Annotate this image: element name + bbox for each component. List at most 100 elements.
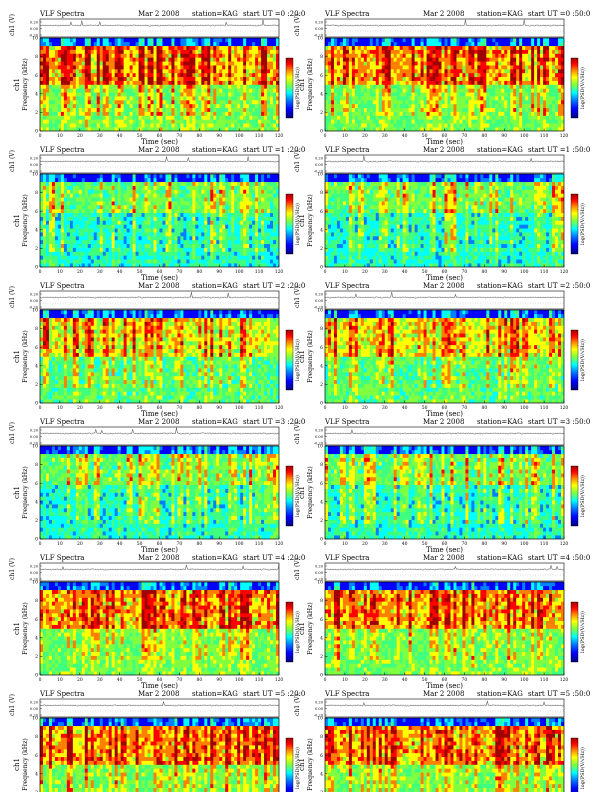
spectrogram-cell — [73, 46, 76, 50]
spectrogram-cell — [100, 119, 103, 123]
spectrogram-cell — [252, 108, 255, 112]
spectrogram-cell — [552, 65, 555, 69]
spectrogram-cell — [273, 42, 276, 46]
spectrogram-cell — [234, 81, 237, 85]
spectrogram-cell — [207, 46, 210, 50]
spectrogram-cell — [486, 81, 489, 85]
spectrogram-cell — [55, 193, 58, 197]
spectrogram-cell — [555, 119, 558, 123]
spectrogram-cell — [106, 252, 109, 256]
spectrogram-cell — [64, 100, 67, 104]
spectrogram-cell — [436, 100, 439, 104]
spectrogram-cell — [85, 96, 88, 100]
spectrogram-cell — [340, 42, 343, 46]
spectrogram-cell — [415, 96, 418, 100]
spectrogram-cell — [498, 116, 501, 120]
spectrogram-cell — [151, 69, 154, 73]
spectrogram-cell — [139, 209, 142, 213]
spectrogram-cell — [492, 57, 495, 61]
spectrogram-cell — [540, 69, 543, 73]
spectrogram-cell — [492, 73, 495, 77]
spectrogram-cell — [133, 178, 136, 182]
spectrogram-cell — [115, 54, 118, 58]
spectrogram-cell — [264, 46, 267, 50]
spectrogram-cell — [79, 197, 82, 201]
spectrogram-cell — [492, 54, 495, 58]
spectrogram-cell — [61, 190, 64, 194]
spectrogram-cell — [468, 57, 471, 61]
spectrogram-cell — [49, 228, 52, 232]
spectrogram-cell — [436, 108, 439, 112]
spectrogram-cell — [121, 213, 124, 217]
spectrogram-cell — [552, 54, 555, 58]
spectrogram-cell — [177, 42, 180, 46]
spectrogram-cell — [498, 38, 501, 42]
spectrogram-cell — [403, 73, 406, 77]
spectrogram-cell — [370, 108, 373, 112]
spectrogram-cell — [225, 57, 228, 61]
spectrogram-cell — [447, 54, 450, 58]
spectrogram-cell — [540, 50, 543, 54]
spectrogram-cell — [471, 100, 474, 104]
spectrogram-cell — [49, 182, 52, 186]
spectrogram-cell — [49, 213, 52, 217]
spectrogram-cell — [258, 61, 261, 65]
spectrogram-cell — [145, 205, 148, 209]
spectrogram-cell — [58, 46, 61, 50]
spectrogram-cell — [522, 42, 525, 46]
spectrogram-cell — [495, 100, 498, 104]
spectrogram-cell — [136, 57, 139, 61]
spectrogram-cell — [453, 65, 456, 69]
spectrogram-cell — [154, 193, 157, 197]
spectrogram-cell — [534, 116, 537, 120]
spectrogram-cell — [516, 65, 519, 69]
spectrogram-cell — [61, 96, 64, 100]
spectrogram-cell — [234, 112, 237, 116]
spectrogram-cell — [552, 96, 555, 100]
spectrogram-cell — [501, 96, 504, 100]
x-axis-label: Time (sec) — [141, 138, 178, 146]
spectrogram-cell — [177, 81, 180, 85]
spectrogram-cell — [474, 57, 477, 61]
spectrogram-cell — [474, 61, 477, 65]
spectrogram-cell — [391, 88, 394, 92]
spectrogram-cell — [58, 77, 61, 81]
spectrogram-cell — [139, 224, 142, 228]
spectrogram-cell — [258, 77, 261, 81]
spectrogram-cell — [261, 92, 264, 96]
spectrogram-cell — [331, 104, 334, 108]
spectrogram-cell — [79, 85, 82, 89]
spectrogram-cell — [382, 50, 385, 54]
spectrogram-cell — [85, 228, 88, 232]
spectrogram-cell — [237, 96, 240, 100]
spectrogram-cell — [162, 190, 165, 194]
spectrogram-cell — [67, 42, 70, 46]
spectrogram-cell — [160, 54, 163, 58]
spectrogram-cell — [43, 77, 46, 81]
spectrogram-cell — [397, 69, 400, 73]
spectrogram-cell — [355, 96, 358, 100]
spectrogram-cell — [445, 77, 448, 81]
spectrogram-cell — [186, 57, 189, 61]
spectrogram-cell — [154, 119, 157, 123]
spectrogram-cell — [115, 205, 118, 209]
spectrogram-cell — [492, 50, 495, 54]
spectrogram-cell — [67, 77, 70, 81]
spectrogram-cell — [427, 46, 430, 50]
spectrogram-cell — [177, 46, 180, 50]
spectrogram-cell — [70, 205, 73, 209]
spectrogram-cell — [85, 123, 88, 127]
spectrogram-cell — [67, 186, 70, 190]
spectrogram-cell — [106, 205, 109, 209]
spectrogram-cell — [249, 123, 252, 127]
spectrogram-cell — [91, 81, 94, 85]
spectrogram-cell — [103, 81, 106, 85]
spectrogram-cell — [91, 178, 94, 182]
spectrogram-cell — [540, 88, 543, 92]
spectrogram-cell — [222, 77, 225, 81]
spectrogram-cell — [88, 69, 91, 73]
spectrogram-cell — [70, 96, 73, 100]
spectrogram-cell — [46, 186, 49, 190]
spectrogram-cell — [171, 100, 174, 104]
spectrogram-cell — [55, 54, 58, 58]
